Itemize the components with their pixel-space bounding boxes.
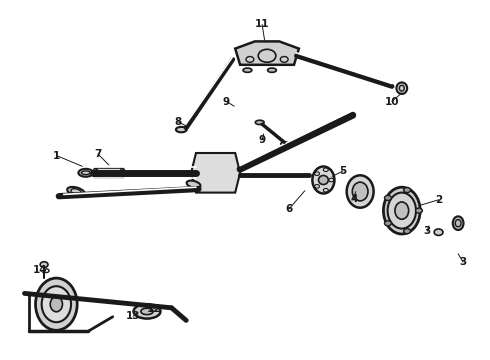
Ellipse shape	[42, 286, 71, 322]
Text: 11: 11	[255, 19, 270, 30]
Ellipse shape	[67, 187, 85, 196]
Ellipse shape	[395, 202, 409, 219]
Ellipse shape	[176, 127, 187, 132]
Text: 5: 5	[340, 166, 346, 176]
Ellipse shape	[383, 187, 420, 234]
Ellipse shape	[453, 216, 464, 230]
Ellipse shape	[313, 166, 334, 194]
Circle shape	[404, 188, 411, 193]
Ellipse shape	[268, 68, 276, 72]
Text: 10: 10	[385, 96, 399, 107]
Circle shape	[404, 229, 411, 234]
Circle shape	[385, 195, 392, 201]
Ellipse shape	[346, 175, 374, 208]
Text: 9: 9	[259, 135, 266, 145]
Text: 14: 14	[33, 265, 48, 275]
Text: 6: 6	[286, 204, 293, 214]
Ellipse shape	[434, 229, 443, 235]
Ellipse shape	[133, 304, 161, 319]
Polygon shape	[235, 41, 299, 65]
Ellipse shape	[243, 68, 252, 72]
Text: 7: 7	[94, 149, 102, 159]
Text: 4: 4	[350, 194, 358, 204]
Ellipse shape	[396, 82, 407, 94]
Text: 8: 8	[174, 117, 181, 127]
Circle shape	[385, 221, 392, 226]
Text: 13: 13	[126, 311, 141, 321]
Bar	[96, 168, 122, 178]
Ellipse shape	[318, 176, 328, 185]
Ellipse shape	[36, 278, 77, 330]
Circle shape	[40, 262, 48, 267]
Ellipse shape	[50, 297, 63, 312]
Polygon shape	[191, 153, 240, 193]
Ellipse shape	[141, 308, 153, 315]
Ellipse shape	[255, 120, 264, 125]
Ellipse shape	[281, 142, 290, 146]
Ellipse shape	[78, 169, 93, 177]
Text: 3: 3	[460, 257, 466, 267]
Ellipse shape	[388, 193, 416, 229]
Text: 2: 2	[435, 195, 442, 205]
Text: 1: 1	[53, 150, 60, 161]
Text: 3: 3	[424, 226, 431, 236]
Ellipse shape	[352, 182, 368, 201]
Circle shape	[416, 208, 422, 213]
Text: 12: 12	[147, 304, 162, 314]
Text: 9: 9	[223, 96, 230, 107]
Ellipse shape	[187, 181, 200, 188]
